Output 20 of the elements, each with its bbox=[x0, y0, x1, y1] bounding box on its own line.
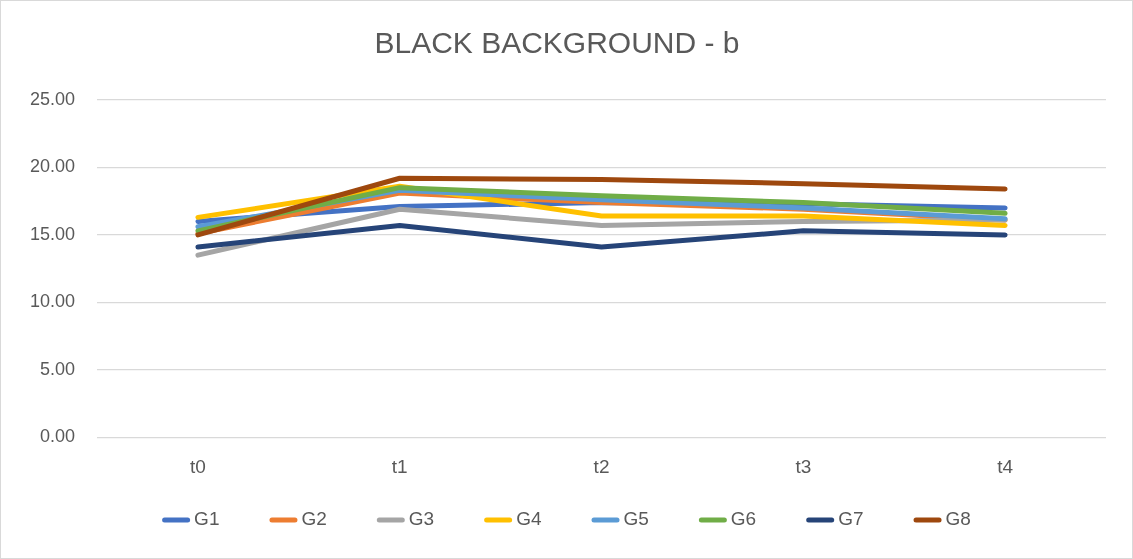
y-tick-label: 0.00 bbox=[40, 426, 76, 447]
legend-label: G3 bbox=[408, 508, 435, 530]
y-tick-label: 25.00 bbox=[30, 88, 76, 109]
chart-title: BLACK BACKGROUND - b bbox=[374, 26, 740, 60]
legend-label: G1 bbox=[194, 508, 220, 530]
y-tick-label: 15.00 bbox=[30, 223, 76, 244]
legend-label: G8 bbox=[945, 508, 971, 530]
x-tick-label: t4 bbox=[997, 455, 1014, 477]
y-tick-label: 5.00 bbox=[40, 358, 76, 379]
legend-label: G7 bbox=[838, 508, 864, 530]
y-tick-label: 20.00 bbox=[30, 156, 76, 177]
legend-label: G6 bbox=[730, 508, 757, 530]
x-tick-label: t2 bbox=[593, 455, 610, 477]
legend-label: G4 bbox=[516, 508, 542, 530]
x-tick-label: t1 bbox=[391, 455, 408, 477]
x-tick-label: t0 bbox=[190, 455, 206, 477]
legend-label: G5 bbox=[623, 508, 649, 530]
legend-label: G2 bbox=[301, 508, 327, 530]
y-tick-label: 10.00 bbox=[30, 291, 76, 312]
x-tick-label: t3 bbox=[795, 455, 812, 477]
